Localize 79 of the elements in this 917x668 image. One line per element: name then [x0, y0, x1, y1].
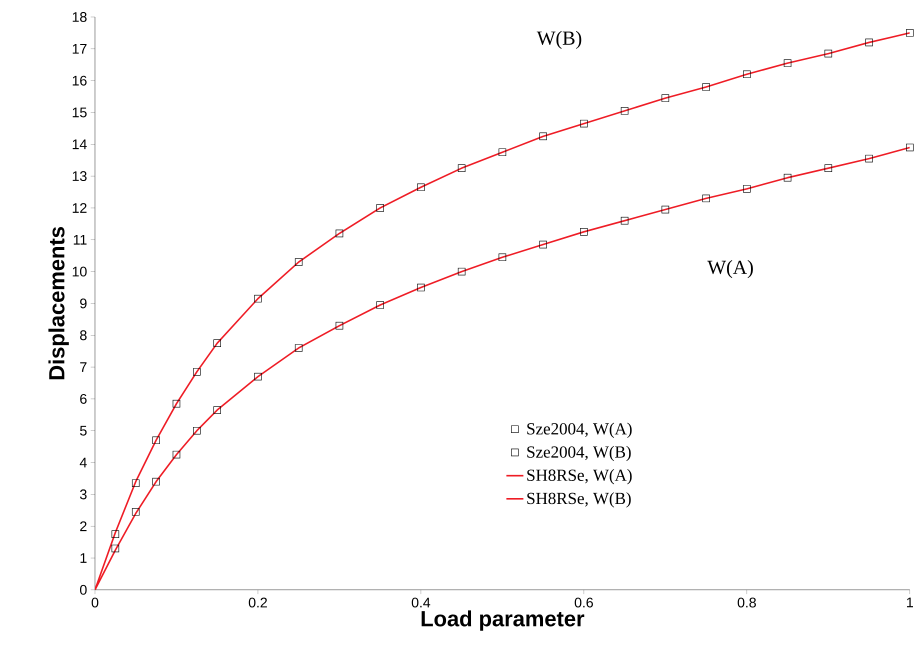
point: [458, 268, 466, 276]
x-tick-label: 0.8: [738, 598, 756, 608]
point: [662, 94, 670, 102]
y-tick-label: 13: [72, 171, 87, 182]
y-tick-label: 17: [72, 44, 87, 54]
point: [458, 164, 466, 172]
y-tick-label: 16: [72, 76, 87, 86]
y-tick-label: 4: [80, 458, 87, 468]
point: [620, 216, 628, 225]
point: [824, 164, 832, 172]
point: [132, 480, 140, 488]
point: [172, 450, 180, 458]
y-tick-label: 11: [74, 235, 87, 245]
point: [172, 400, 180, 408]
legend-label: SH8RSe, W(A): [527, 469, 632, 484]
y-tick-label: 9: [80, 298, 87, 308]
point: [784, 174, 792, 182]
point: [213, 340, 221, 348]
point: [294, 344, 302, 352]
point: [213, 406, 221, 414]
y-tick-label: 7: [80, 362, 87, 372]
point: [662, 206, 670, 214]
point: [152, 436, 160, 444]
point: [152, 478, 160, 486]
point: [539, 240, 547, 248]
point: [580, 228, 588, 236]
point: [336, 322, 344, 330]
point: [865, 38, 873, 46]
point: [112, 530, 120, 538]
point: [906, 144, 914, 152]
point: [906, 29, 914, 37]
x-tick-label: 0: [92, 598, 98, 608]
point: [336, 230, 344, 238]
legend-label: Sze2004, W(B): [527, 446, 631, 462]
point: [702, 194, 710, 202]
y-tick-label: 5: [80, 426, 87, 436]
x-tick-label: 1: [906, 598, 914, 608]
y-tick-label: 8: [80, 330, 87, 340]
x-tick-label: 0.6: [574, 598, 593, 608]
point: [254, 294, 262, 303]
point: [743, 185, 751, 193]
x-axis-title: Load parameter: [422, 610, 584, 631]
point: [620, 107, 628, 115]
annotation: W(A): [707, 260, 753, 278]
point: [539, 132, 547, 140]
point: [112, 544, 120, 552]
point: [376, 301, 384, 309]
y-tick-label: 2: [80, 521, 87, 532]
legend-label: SH8RSe, W(B): [527, 492, 631, 508]
point: [193, 368, 201, 376]
y-tick-label: 18: [72, 12, 87, 22]
x-tick-label: 0.4: [412, 598, 430, 608]
point: [417, 284, 425, 292]
point: [580, 120, 588, 128]
y-tick-label: 10: [72, 266, 87, 277]
y-tick-label: 3: [80, 490, 87, 500]
point: [294, 258, 302, 266]
point: [865, 154, 873, 162]
point: [784, 59, 792, 67]
y-axis-title: Displacements: [48, 227, 69, 380]
annotation: W(B): [536, 30, 582, 49]
point: [743, 70, 751, 78]
x-tick-label: 0.2: [248, 598, 267, 608]
point: [417, 184, 425, 192]
point: [824, 50, 832, 58]
y-tick-label: 0: [80, 584, 87, 595]
point: [132, 508, 140, 516]
point: [193, 427, 201, 435]
point: [702, 83, 710, 91]
y-tick-label: 1: [80, 553, 87, 563]
y-tick-label: 14: [72, 140, 87, 150]
point: [376, 204, 384, 212]
y-tick-label: 15: [72, 108, 87, 118]
point: [498, 148, 506, 156]
point: [498, 254, 506, 262]
y-tick-label: 12: [72, 203, 87, 213]
y-tick-label: 6: [80, 394, 87, 404]
point: [254, 372, 262, 380]
legend-label: Sze2004, W(A): [527, 422, 632, 438]
